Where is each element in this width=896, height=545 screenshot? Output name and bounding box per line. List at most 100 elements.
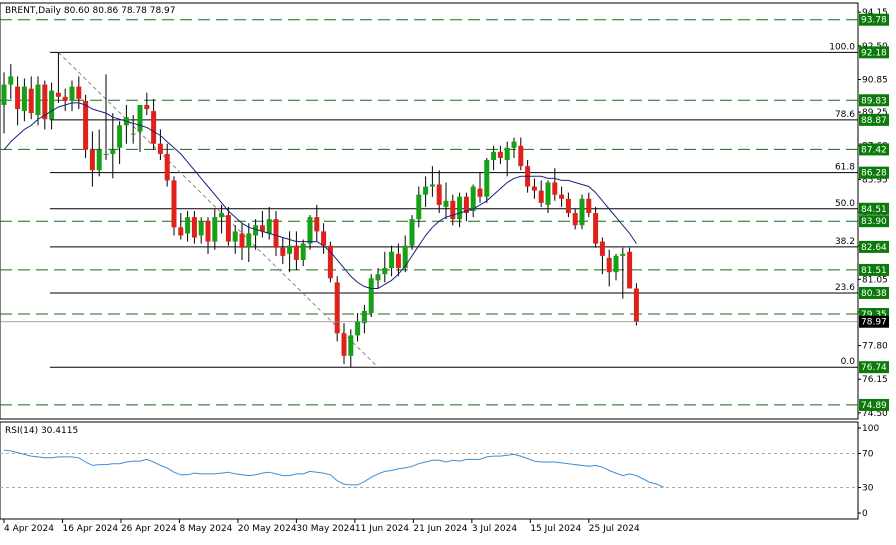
candle [293,231,299,271]
price-tick-label: 85.95 [862,175,888,185]
candle-body [436,184,442,205]
candle-body [191,217,197,238]
current-price-label-text: 78.97 [861,318,887,328]
candle-body [198,221,204,236]
rsi-line [3,449,664,488]
candle [151,98,157,150]
candle-body [212,217,218,242]
candle-body [620,253,626,256]
date-tick-label: 25 Jul 2024 [589,524,640,534]
candle [28,76,34,120]
candle-body [361,310,367,324]
candle [96,129,102,177]
candle [62,88,68,112]
candle [463,192,469,222]
level-price-label-bg [859,46,889,59]
candle [375,268,381,289]
candle [69,80,75,112]
level-price-label: 88.87 [859,113,889,126]
rsi-tick-label: 70 [862,450,874,460]
level-price-label-text: 92.18 [861,48,887,58]
candle [259,211,265,238]
candle [246,223,252,262]
candle [49,82,55,130]
candle-body [368,278,374,313]
candle-body [470,186,476,211]
candle [382,251,388,283]
candle-body [35,84,41,116]
level-price-label-bg [859,286,889,299]
level-price-label-text: 76.74 [861,363,887,373]
price-tick-label: 77.80 [862,342,888,352]
candle [470,184,476,218]
level-price-label: 92.18 [859,46,889,59]
candle [436,170,442,214]
price-panel-frame [0,2,859,420]
candle [620,247,626,299]
candle [314,204,320,242]
candle-body [538,190,544,203]
level-price-label: 87.42 [859,143,889,156]
candle [21,78,27,122]
date-tick-label: 11 Jun 2024 [355,524,409,534]
candle-body [287,245,293,254]
level-price-label-text: 79.35 [861,310,887,320]
current-price-label-bg [859,315,889,328]
candle [110,113,116,179]
candle [395,243,401,277]
fib-label-3: 50.0 [835,199,855,209]
date-tick-label: 4 Apr 2024 [4,524,54,534]
level-price-label-bg [859,263,889,276]
level-price-label-text: 74.89 [861,401,887,411]
candle [130,115,136,144]
candle-body [157,143,163,154]
rsi-tick-label: 100 [862,424,879,434]
candle-body [613,255,619,273]
level-price-label-text: 88.87 [861,116,887,126]
candle-body [375,274,381,281]
candle [76,76,82,110]
candle [300,239,306,267]
candle-body [239,233,245,248]
candle-body [76,86,82,99]
candle-body [633,288,639,322]
candle-body [389,251,395,269]
fib-label-0: 100.0 [829,42,855,52]
candle [341,323,347,364]
level-price-label-text: 83.90 [861,217,887,227]
candle [484,157,490,203]
candle [518,137,524,171]
date-tick-label: 8 May 2024 [179,524,232,534]
level-price-label: 81.51 [859,263,889,276]
fib-trendline [58,51,379,368]
candle-body [144,104,150,110]
candle [552,168,558,201]
candle-body [89,149,95,171]
candle [144,92,150,116]
candle [348,329,354,368]
fib-label-4: 38.2 [835,237,855,247]
candle [15,76,21,126]
candle-body [355,321,361,336]
candle-body [599,241,605,256]
candle [545,180,551,214]
candle [89,131,95,187]
candle [627,247,633,289]
candle [266,206,272,240]
moving-average-line [3,102,637,289]
candle-body [185,217,191,234]
candle-body [429,184,435,187]
fib-label-5: 23.6 [835,283,855,293]
candle-body [225,215,231,242]
candle-body [382,268,388,275]
candle-body [151,111,157,144]
candle-body [273,219,279,248]
level-price-label-text: 93.78 [861,16,887,26]
level-price-label: 83.90 [859,215,889,228]
level-price-label: 76.74 [859,361,889,374]
candle [491,145,497,171]
fib-label-6: 0.0 [841,357,856,367]
candle [579,194,585,230]
candle [219,204,225,234]
